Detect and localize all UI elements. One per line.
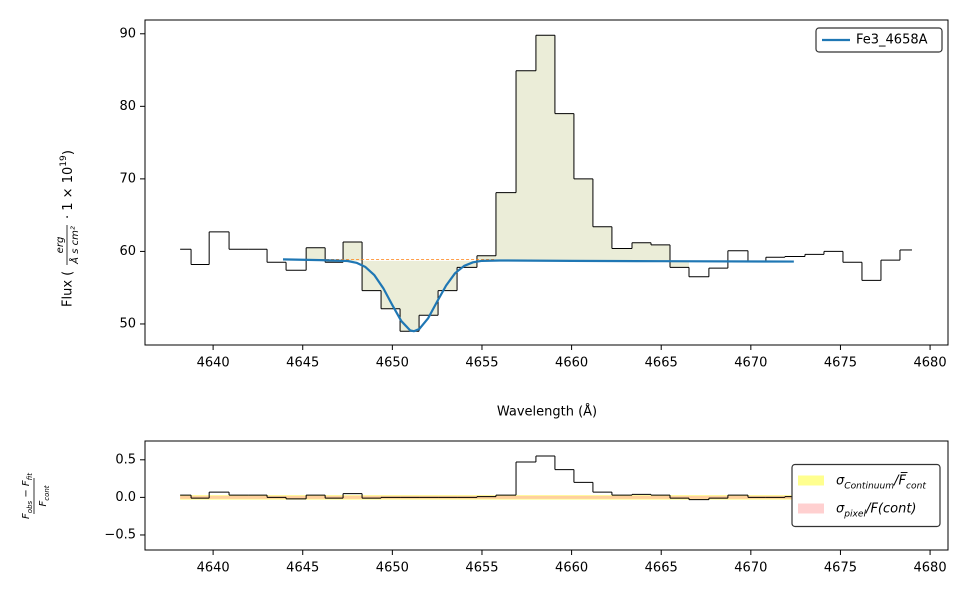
y-tick-label: 70 (119, 171, 136, 186)
x-tick-label: 4680 (914, 356, 947, 371)
label-part: /F̅ (893, 472, 908, 488)
y-tick-label: −0.5 (104, 527, 136, 542)
legend-label: σContinuum/F̅cont (836, 472, 926, 491)
x-tick-label: 4670 (734, 561, 767, 576)
residual-y-label: Fobs − Ffit Fcont (21, 473, 51, 519)
y-tick-label: 60 (119, 244, 136, 259)
label-part: ) (61, 150, 76, 155)
x-label: Wavelength (Å) (497, 404, 597, 420)
axes-frame (144, 440, 949, 551)
y-label: Flux ( erg Å s cm² · 1 × 1019) (55, 150, 81, 307)
label-part: pixel (843, 509, 866, 519)
y-tick-label: 0.0 (115, 490, 136, 505)
legend-label: σpixel/F(cont) (836, 501, 917, 519)
y-label-den: Fcont (38, 485, 51, 506)
y-label-factor: · 1 × 1019) (59, 150, 76, 219)
legend-box (815, 27, 943, 53)
y-label-num: Fobs − Ffit (21, 473, 34, 519)
label-part: Continuum (844, 481, 894, 491)
x-tick-label: 4655 (465, 561, 498, 576)
x-tick-label: 4675 (824, 561, 857, 576)
y-tick-label: 80 (119, 99, 136, 114)
y-label-den: Å s cm² (68, 226, 81, 265)
x-tick-label: 4650 (376, 356, 409, 371)
x-tick-label: 4665 (645, 561, 678, 576)
x-tick-label: 4665 (645, 356, 678, 371)
label-part: cont (43, 485, 51, 501)
x-tick-label: 4680 (914, 561, 947, 576)
label-part: − F (21, 480, 32, 501)
legend-swatch (798, 503, 824, 514)
x-tick-label: 4640 (197, 561, 230, 576)
x-tick-label: 4655 (465, 356, 498, 371)
fit-line (282, 258, 794, 333)
label-part: F (21, 513, 32, 519)
y-tick-label: 50 (119, 316, 136, 331)
label-part: fit (26, 473, 34, 481)
label-part: · 1 × 10 (61, 167, 76, 219)
x-tick-label: 4660 (555, 356, 588, 371)
y-label-text: Flux ( (61, 271, 76, 307)
x-tick-label: 4645 (286, 561, 319, 576)
legend-swatch (798, 475, 824, 486)
y-tick-label: 0.5 (115, 452, 136, 467)
label-part: cont (906, 481, 926, 491)
label-part: 19 (59, 155, 69, 167)
label-part: σ (836, 501, 845, 516)
x-tick-label: 4645 (286, 356, 319, 371)
x-tick-label: 4670 (734, 356, 767, 371)
x-tick-label: 4660 (555, 561, 588, 576)
legend-box (791, 463, 941, 528)
x-tick-label: 4675 (824, 356, 857, 371)
label-part: F (38, 501, 49, 507)
x-tick-label: 4640 (197, 356, 230, 371)
label-part: obs (26, 500, 34, 513)
sigma-band (180, 495, 912, 499)
y-label-num: erg (55, 237, 66, 254)
label-part: /F(cont) (865, 501, 916, 516)
label-part: σ (836, 473, 845, 488)
x-tick-label: 4650 (376, 561, 409, 576)
y-tick-label: 90 (119, 26, 136, 41)
axes-frame (144, 19, 949, 346)
legend-label: Fe3_4658A (856, 33, 928, 48)
absorption-fill (306, 35, 689, 332)
